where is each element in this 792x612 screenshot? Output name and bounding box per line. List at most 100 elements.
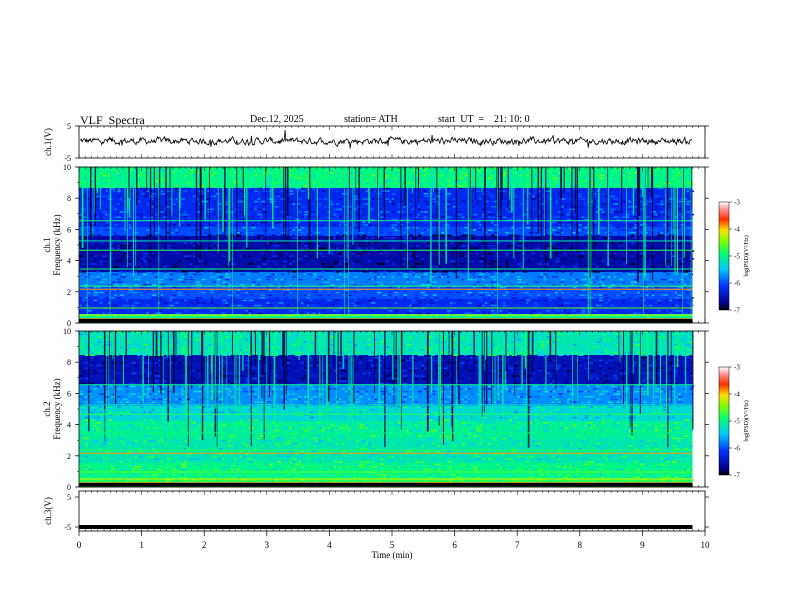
spectrogram-cell — [344, 260, 349, 263]
spectrogram-cell — [257, 265, 261, 268]
spectrogram-cell — [493, 281, 498, 283]
spectrogram-cell — [438, 174, 443, 177]
spectrogram-cell — [490, 245, 496, 247]
spectrogram-cell — [461, 278, 465, 281]
spectrogram-cell — [546, 234, 551, 237]
spectrogram-cell — [257, 304, 262, 307]
spectrogram-cell — [660, 203, 664, 205]
spectrogram-cell — [146, 289, 151, 291]
spectrogram-cell — [81, 247, 84, 250]
spectrogram-cell — [178, 312, 181, 315]
spectrogram-cell — [505, 187, 509, 190]
spectrogram-cell — [584, 252, 589, 255]
spectrogram-cell — [181, 252, 186, 255]
spectrogram-cell — [581, 177, 587, 179]
spectrogram-cell — [414, 167, 418, 169]
spectrogram-cell — [490, 263, 494, 265]
spectrogram-cell — [79, 375, 83, 377]
spectrogram-cell — [406, 278, 411, 281]
spectrogram-cell — [292, 260, 296, 263]
spectrogram-cell — [540, 289, 546, 291]
spectrogram-band — [79, 302, 693, 306]
spectrogram-cell — [143, 187, 148, 190]
spectrogram-cell — [689, 276, 692, 278]
spectrogram-cell — [563, 185, 566, 187]
spectrogram-cell — [236, 291, 241, 294]
spectrogram-cell — [520, 286, 524, 289]
spectrogram-cell — [426, 219, 429, 221]
spectrogram-cell — [686, 299, 692, 302]
spectrogram-cell — [607, 221, 613, 224]
spectrogram-cell — [394, 289, 397, 291]
sferic-streak — [118, 167, 120, 193]
spectrogram-cell — [502, 211, 505, 213]
spectrogram-band — [79, 227, 693, 231]
spectrogram-cell — [622, 302, 625, 304]
spectrogram-cell — [520, 167, 525, 169]
spectrogram-cell — [458, 211, 462, 213]
spectrogram-cell — [140, 172, 143, 174]
spectrogram-cell — [84, 398, 88, 401]
spectrogram-cell — [87, 169, 90, 172]
spectrogram-cell — [502, 190, 507, 192]
spectrogram-cell — [201, 172, 206, 174]
spectrogram-cell — [225, 180, 229, 182]
sferic-streak — [593, 167, 595, 258]
spectrogram-cell — [298, 237, 303, 239]
spectrogram-cell — [204, 271, 207, 273]
spectrogram-cell — [634, 187, 637, 190]
spectrogram-cell — [87, 466, 92, 468]
spectrogram-cell — [330, 286, 333, 289]
spectrogram-cell — [558, 299, 563, 302]
spectrogram-cell — [525, 245, 529, 247]
spectrogram-cell — [561, 198, 565, 200]
spectrogram-cell — [87, 455, 91, 458]
spectrogram-cell — [146, 255, 150, 257]
spectrogram-cell — [531, 258, 534, 260]
spectrogram-cell — [114, 273, 119, 276]
spectrogram-cell — [447, 299, 450, 302]
spectrogram-cell — [102, 211, 107, 213]
spectrogram-cell — [648, 304, 653, 307]
spectrogram-cell — [447, 180, 451, 182]
spectrogram-cell — [274, 221, 279, 224]
spectrogram-cell — [651, 252, 656, 255]
spectrogram-cell — [137, 304, 141, 307]
spectrogram-cell — [301, 247, 304, 250]
spectrogram-cell — [330, 276, 335, 278]
spectrogram-cell — [236, 174, 240, 177]
spectrogram-cell — [686, 190, 690, 192]
spectrogram-cell — [125, 291, 130, 294]
spectrogram-cell — [473, 284, 477, 286]
spectrogram-cell — [312, 187, 315, 190]
spectrogram-cell — [461, 265, 466, 268]
spectrogram-cell — [426, 312, 431, 315]
sferic-streak — [135, 167, 137, 266]
spectrogram-cell — [81, 299, 87, 302]
spectrogram-cell — [374, 167, 378, 169]
spectrogram-cell — [441, 229, 445, 231]
spectrogram-cell — [222, 271, 226, 273]
spectrogram-cell — [157, 169, 163, 172]
spectrogram-cell — [610, 167, 616, 169]
spectrogram-cell — [344, 237, 349, 239]
spectrogram-cell — [298, 263, 300, 265]
spectrogram-cell — [277, 286, 281, 289]
spectrogram-cell — [149, 265, 151, 268]
spectrogram-cell — [210, 291, 214, 294]
spectrogram-cell — [686, 200, 691, 203]
spectrogram-cell — [81, 377, 85, 380]
spectrogram-cell — [441, 232, 445, 234]
spectrogram-cell — [561, 190, 564, 192]
spectrogram-cell — [251, 224, 255, 226]
spectrogram-cell — [271, 195, 277, 198]
spectrogram-cell — [122, 252, 127, 255]
spectrogram-cell — [639, 226, 644, 229]
spectrogram-cell — [143, 312, 147, 315]
spectrogram-band — [79, 415, 693, 419]
spectrogram-band — [79, 221, 693, 225]
spectrogram-cell — [496, 265, 501, 268]
spectrogram-cell — [634, 213, 639, 216]
spectrogram-cell — [420, 237, 423, 239]
spectrogram-cell — [152, 237, 156, 239]
